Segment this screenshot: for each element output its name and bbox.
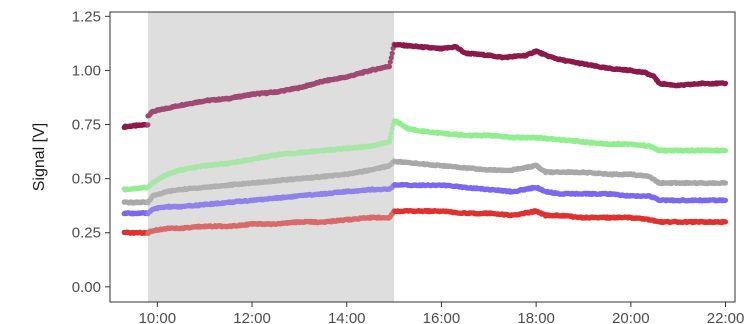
y-axis-title: Signal [V] bbox=[31, 123, 48, 191]
points-layer bbox=[121, 41, 729, 236]
data-point bbox=[389, 50, 395, 56]
data-point bbox=[722, 197, 729, 203]
x-tick-label: 10:00 bbox=[139, 310, 177, 324]
x-tick-label: 12:00 bbox=[233, 310, 271, 324]
series-1 bbox=[121, 118, 729, 193]
data-point bbox=[387, 59, 393, 65]
data-point bbox=[388, 130, 394, 136]
series-2 bbox=[121, 158, 729, 206]
x-tick-label: 22:00 bbox=[707, 310, 745, 324]
data-point bbox=[386, 139, 392, 145]
data-point bbox=[722, 147, 729, 154]
plot-border bbox=[109, 11, 736, 303]
x-tick-label: 18:00 bbox=[517, 310, 555, 324]
y-tick-label: 0.00 bbox=[72, 279, 101, 296]
series-4 bbox=[121, 207, 729, 236]
y-tick-label: 1.25 bbox=[72, 8, 101, 25]
series-3 bbox=[121, 181, 729, 217]
data-point bbox=[145, 122, 151, 128]
data-point bbox=[386, 64, 392, 70]
series-0 bbox=[121, 41, 729, 130]
x-tick-label: 16:00 bbox=[423, 310, 461, 324]
y-tick-label: 0.50 bbox=[72, 171, 101, 188]
y-tick-label: 1.00 bbox=[72, 62, 101, 79]
x-tick-label: 14:00 bbox=[328, 310, 366, 324]
x-tick-label: 20:00 bbox=[612, 310, 650, 324]
y-tick-label: 0.75 bbox=[72, 117, 101, 134]
y-tick-label: 0.25 bbox=[72, 225, 101, 242]
axis-layer: 10:00 12:00 14:00 16:00 18:00 20:00 22:00 0.00 0… bbox=[31, 8, 744, 324]
data-point bbox=[388, 55, 394, 61]
data-point bbox=[389, 126, 395, 132]
data-point bbox=[387, 135, 393, 141]
data-point bbox=[722, 180, 729, 186]
data-point bbox=[722, 219, 729, 225]
data-point bbox=[722, 80, 729, 86]
